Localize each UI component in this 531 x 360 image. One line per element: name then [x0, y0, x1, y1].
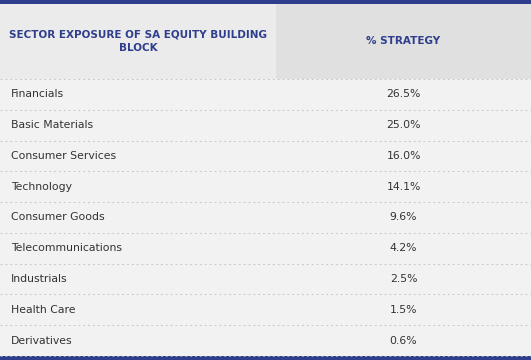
Text: 9.6%: 9.6% — [390, 212, 417, 222]
Text: 2.5%: 2.5% — [390, 274, 417, 284]
Bar — [276, 4, 531, 79]
Bar — [0, 79, 531, 110]
Bar — [0, 294, 531, 325]
Text: 4.2%: 4.2% — [390, 243, 417, 253]
Text: 14.1%: 14.1% — [387, 182, 421, 192]
Bar — [0, 202, 531, 233]
Text: Consumer Goods: Consumer Goods — [11, 212, 104, 222]
Bar — [0, 264, 531, 294]
Bar — [0, 0, 531, 4]
Text: 25.0%: 25.0% — [387, 120, 421, 130]
Text: Derivatives: Derivatives — [11, 336, 72, 346]
Text: Health Care: Health Care — [11, 305, 75, 315]
Bar — [0, 325, 531, 356]
Bar — [0, 110, 531, 140]
Text: Consumer Services: Consumer Services — [11, 151, 116, 161]
Text: Telecommunications: Telecommunications — [11, 243, 122, 253]
Text: Technology: Technology — [11, 182, 72, 192]
Text: Industrials: Industrials — [11, 274, 67, 284]
Bar — [0, 171, 531, 202]
Text: 16.0%: 16.0% — [387, 151, 421, 161]
Bar — [0, 140, 531, 171]
Bar — [0, 356, 531, 360]
Text: 0.6%: 0.6% — [390, 336, 417, 346]
Text: Financials: Financials — [11, 89, 64, 99]
Text: 1.5%: 1.5% — [390, 305, 417, 315]
Bar — [0, 233, 531, 264]
Text: SECTOR EXPOSURE OF SA EQUITY BUILDING
BLOCK: SECTOR EXPOSURE OF SA EQUITY BUILDING BL… — [9, 30, 267, 53]
Text: 26.5%: 26.5% — [387, 89, 421, 99]
Bar — [0, 4, 276, 79]
Text: Basic Materials: Basic Materials — [11, 120, 93, 130]
Text: % STRATEGY: % STRATEGY — [366, 36, 441, 46]
